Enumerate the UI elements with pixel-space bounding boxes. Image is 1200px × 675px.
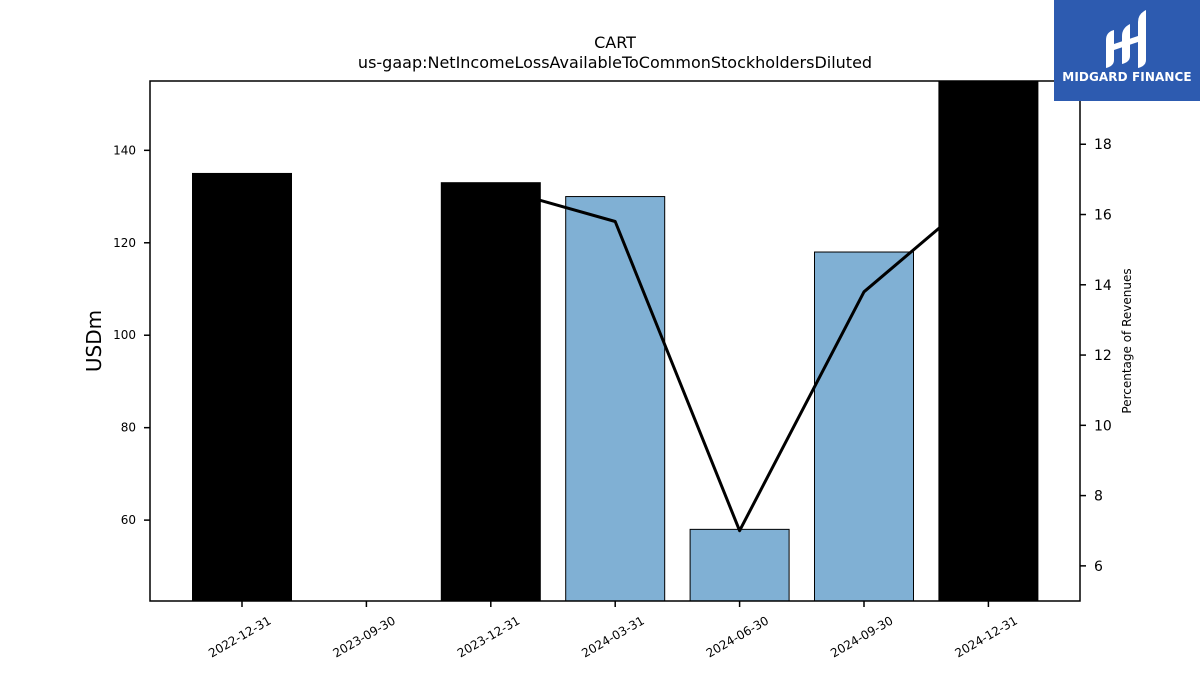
y2-tick-label: 14: [1094, 278, 1112, 294]
y2-tick-label: 10: [1094, 418, 1112, 434]
chart-title: CART: [594, 33, 636, 52]
y-axis-label: USDm: [82, 310, 106, 372]
y-tick-label: 80: [121, 421, 136, 435]
y2-tick-label: 18: [1094, 137, 1112, 153]
bar: [192, 172, 292, 601]
y2-tick-label: 16: [1094, 208, 1112, 224]
bar: [689, 528, 790, 601]
y2-tick-label: 6: [1094, 559, 1103, 575]
y2-tick-label: 12: [1094, 348, 1112, 364]
bar: [814, 251, 914, 601]
logo-mark-icon: [1106, 10, 1146, 68]
bar: [440, 182, 541, 601]
percentage-line: [490, 184, 990, 533]
y-axis-left: 60 80 100 120 140: [113, 143, 150, 527]
x-tick-label: 2023-12-31: [455, 613, 522, 660]
y2-tick-label: 8: [1094, 489, 1103, 505]
logo-text: MIDGARD FINANCE: [1062, 70, 1192, 84]
brand-logo: MIDGARD FINANCE: [1054, 0, 1200, 101]
x-tick-label: 2023-09-30: [330, 613, 397, 660]
y-tick-label: 100: [113, 328, 136, 342]
y-axis-right: 6 8 10 12 14 16 18: [1080, 137, 1112, 575]
x-tick-label: 2024-09-30: [828, 613, 895, 660]
chart-subtitle: us-gaap:NetIncomeLossAvailableToCommonSt…: [358, 53, 872, 72]
line-series: [490, 184, 990, 533]
bar: [938, 81, 1039, 601]
y-tick-label: 60: [121, 513, 136, 527]
x-tick-label: 2024-03-31: [579, 613, 646, 660]
x-tick-label: 2022-12-31: [206, 613, 273, 660]
bar: [565, 196, 666, 601]
y-tick-label: 140: [113, 143, 136, 157]
y2-axis-label: Percentage of Revenues: [1120, 268, 1134, 413]
bar-series: [192, 81, 1039, 601]
x-axis: 2022-12-31 2023-09-30 2023-12-31 2024-03-31…: [206, 601, 1020, 660]
x-tick-label: 2024-06-30: [704, 613, 771, 660]
x-tick-label: 2024-12-31: [952, 613, 1019, 660]
y-tick-label: 120: [113, 236, 136, 250]
